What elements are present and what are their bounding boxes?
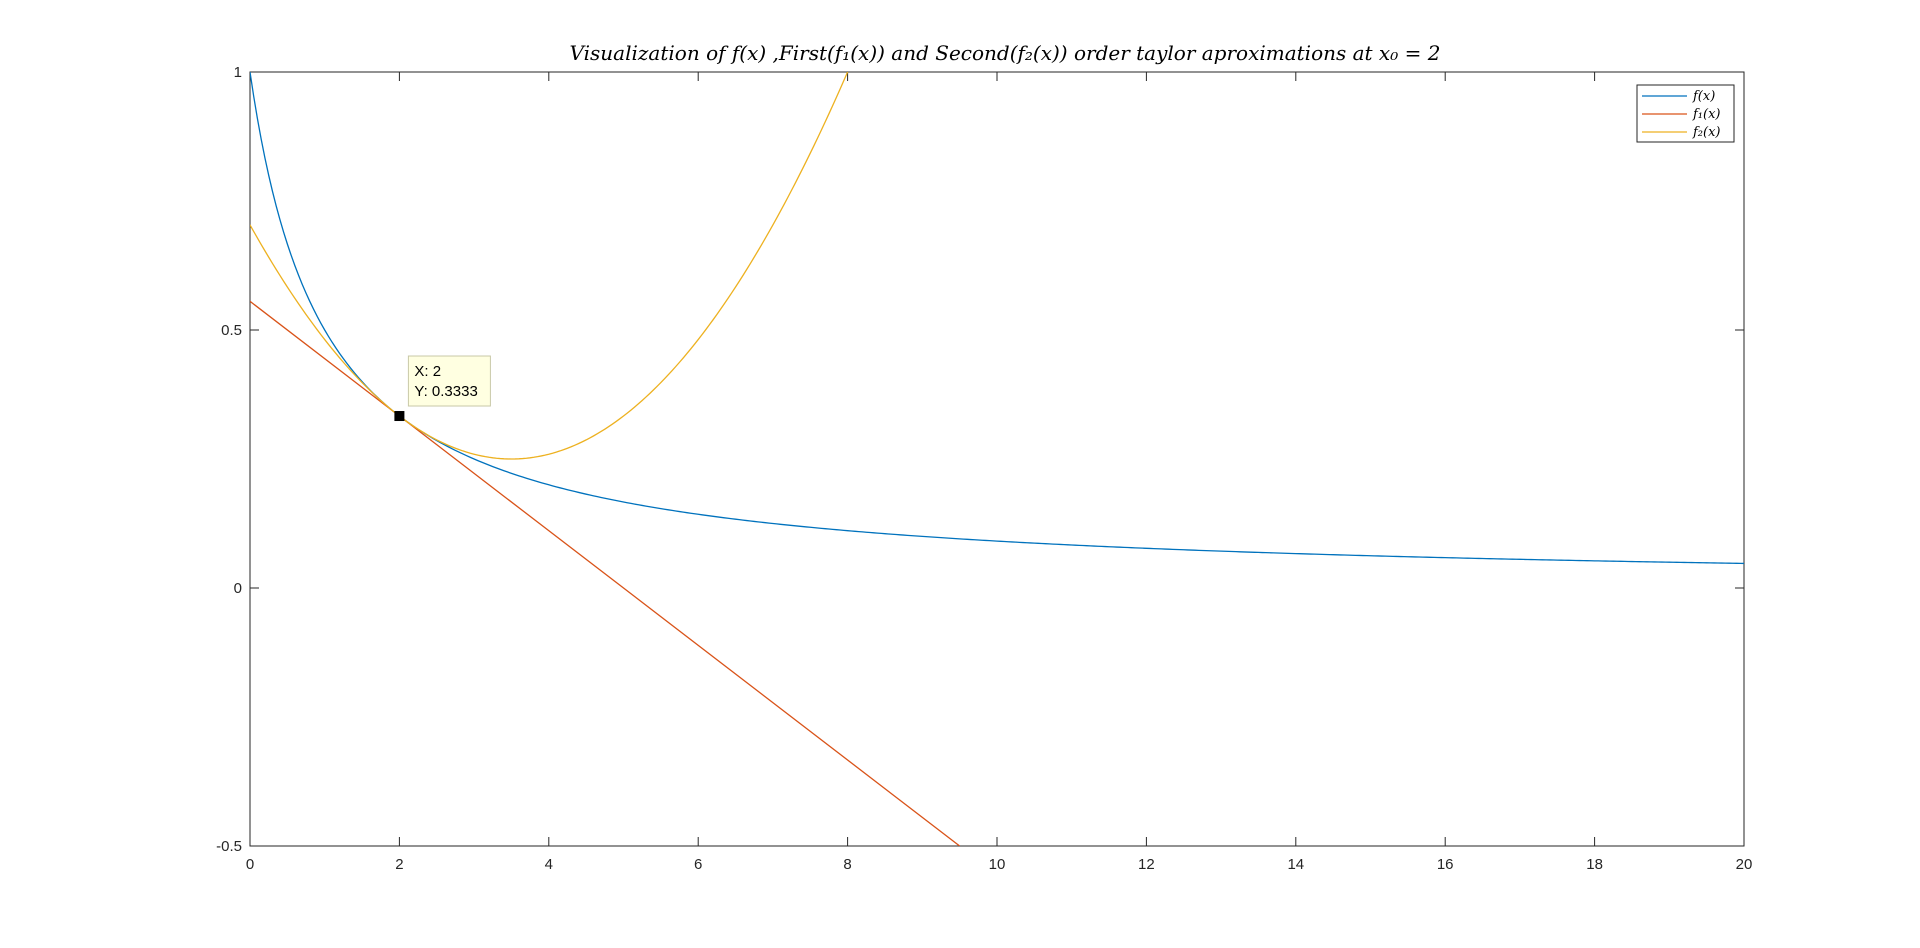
legend-label: f₂(x) — [1692, 125, 1721, 140]
y-tick-label: -0.5 — [216, 838, 242, 855]
legend-label: f(x) — [1692, 89, 1715, 104]
x-tick-label: 12 — [1138, 856, 1155, 873]
x-tick-label: 2 — [395, 856, 403, 873]
plot-area: 0 2 4 6 8 10 12 14 16 18 20 -0.500.51 X: 2Y: 0.333… — [216, 64, 1753, 873]
x-tick-label: 16 — [1437, 856, 1454, 873]
x-axis-ticks: 0 2 4 6 8 10 12 14 16 18 20 — [246, 72, 1753, 873]
y-tick-label: 1 — [234, 64, 242, 81]
legend-label: f₁(x) — [1692, 107, 1721, 122]
x-tick-label: 0 — [246, 856, 254, 873]
series-line-f — [250, 72, 1744, 565]
x-tick-label: 4 — [545, 856, 553, 873]
datatip-box[interactable] — [407, 355, 491, 407]
datatip-layer: X: 2 Y: 0.3333 — [394, 355, 491, 422]
datatip-y-text: Y: 0.3333 — [414, 383, 477, 400]
x-tick-label: 20 — [1736, 856, 1753, 873]
datatip-marker[interactable] — [394, 411, 405, 422]
y-tick-label: 0.5 — [221, 322, 242, 339]
chart-title: Visualization of f(x) ,First(f₁(x)) and … — [570, 41, 1441, 65]
y-axis-ticks: -0.5 0 0.5 1 — [216, 64, 1744, 855]
x-tick-label: 6 — [694, 856, 702, 873]
y-tick-label: 0 — [234, 580, 242, 597]
x-tick-label: 18 — [1586, 856, 1603, 873]
x-tick-label: 8 — [843, 856, 851, 873]
datatip-x-text: X: 2 — [414, 363, 441, 380]
series-line-f2 — [250, 72, 849, 460]
x-tick-label: 14 — [1287, 856, 1304, 873]
legend[interactable]: f(x) f₁(x) f₂(x) — [1636, 84, 1735, 143]
x-tick-label: 10 — [989, 856, 1006, 873]
